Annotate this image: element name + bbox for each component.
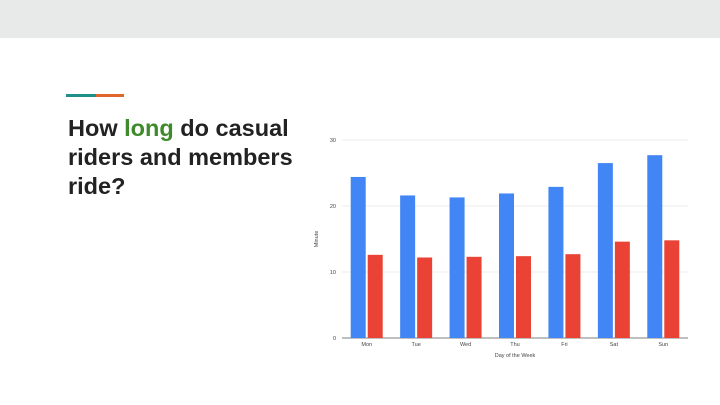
x-tick-labels: Mon Tue Wed Thu Fri Sat Sun bbox=[361, 342, 668, 348]
bar-series-1-mon bbox=[350, 176, 366, 338]
x-tick-label: Fri bbox=[561, 342, 567, 348]
bar-series-1-sat bbox=[597, 163, 613, 338]
bar-series-1-wed bbox=[449, 197, 465, 338]
chart-bars bbox=[350, 155, 680, 338]
y-tick-label: 10 bbox=[330, 270, 336, 276]
bar-series-2-wed bbox=[466, 256, 482, 338]
bar-series-1-thu bbox=[499, 193, 514, 338]
bar-series-2-thu bbox=[516, 256, 531, 338]
bar-series-1-sun bbox=[647, 155, 663, 338]
bar-series-1-fri bbox=[548, 186, 564, 338]
bar-series-2-sat bbox=[614, 241, 630, 338]
x-tick-label: Thu bbox=[510, 342, 519, 348]
accent-line-teal bbox=[66, 94, 96, 97]
x-tick-label: Tue bbox=[412, 342, 421, 348]
bar-series-2-fri bbox=[565, 254, 581, 338]
y-tick-label: 0 bbox=[333, 336, 336, 342]
top-bar bbox=[0, 0, 720, 38]
bar-series-1-tue bbox=[400, 195, 416, 338]
chart-gridlines bbox=[342, 139, 688, 339]
accent-line-orange bbox=[96, 94, 124, 97]
x-tick-label: Sun bbox=[658, 342, 668, 348]
bar-series-2-mon bbox=[367, 254, 383, 338]
y-tick-labels: 0 10 20 30 bbox=[330, 138, 336, 342]
bar-series-2-tue bbox=[417, 257, 433, 338]
y-tick-label: 30 bbox=[330, 138, 336, 144]
y-tick-label: 20 bbox=[330, 204, 336, 210]
bar-series-2-sun bbox=[664, 240, 680, 338]
title-part-1: How bbox=[68, 115, 125, 141]
x-tick-label: Sat bbox=[610, 342, 619, 348]
y-axis-label: Minute bbox=[314, 231, 320, 248]
title-part-2: do casual riders and members ride? bbox=[68, 115, 293, 199]
x-tick-label: Wed bbox=[460, 342, 471, 348]
x-tick-label: Mon bbox=[361, 342, 372, 348]
slide-title: How long do casual riders and members ri… bbox=[68, 114, 328, 201]
title-highlight: long bbox=[124, 115, 174, 141]
x-axis-label: Day of the Week bbox=[495, 353, 536, 359]
bar-chart: 0 10 20 30 Mon Tue Wed Thu Fri Sat Sun Day of the… bbox=[314, 138, 688, 359]
